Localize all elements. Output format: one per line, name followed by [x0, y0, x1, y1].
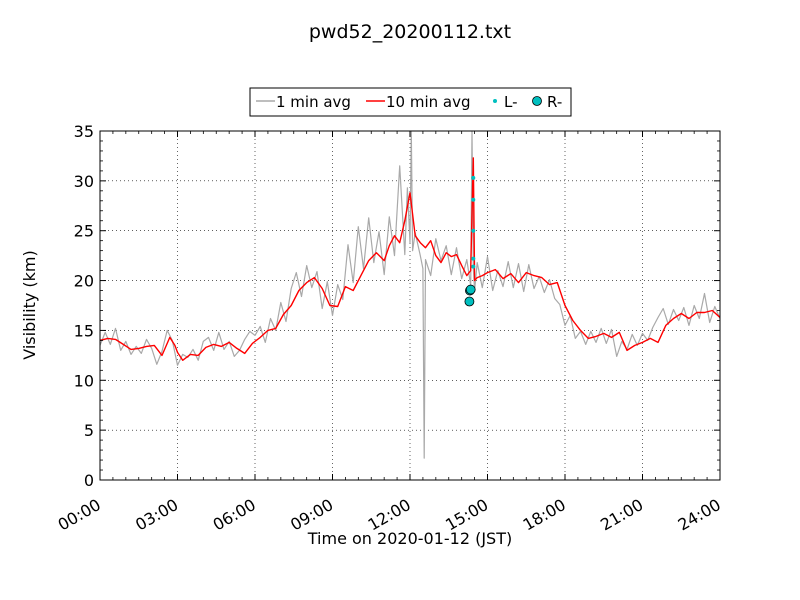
y-tick-label: 20	[74, 272, 94, 291]
legend-label-r: R-	[547, 93, 562, 111]
x-axis-label: Time on 2020-01-12 (JST)	[307, 529, 512, 548]
legend-label-l: L-	[504, 93, 518, 111]
chart-title: pwd52_20200112.txt	[309, 21, 511, 43]
x-tick-label: 03:00	[132, 495, 181, 535]
x-tick-label: 24:00	[675, 495, 724, 535]
y-tick-label: 35	[74, 122, 94, 141]
x-tick-label: 06:00	[210, 495, 259, 535]
legend: 1 min avg 10 min avg L- R-	[249, 87, 572, 117]
axis-ticks	[99, 130, 721, 481]
grid-lines	[100, 131, 720, 480]
r-point	[464, 296, 475, 307]
plot-area	[100, 131, 720, 459]
legend-label-1min: 1 min avg	[276, 93, 351, 111]
x-tick-label: 00:00	[55, 495, 104, 535]
legend-swatch-l	[493, 99, 497, 103]
y-tick-label: 5	[84, 421, 94, 440]
y-tick-label: 15	[74, 321, 94, 340]
y-tick-label: 25	[74, 222, 94, 241]
r-point	[465, 284, 476, 295]
y-axis-label: Visibility (km)	[20, 250, 39, 359]
series-line-1min-avg	[100, 131, 720, 459]
legend-swatch-r	[532, 96, 542, 106]
l-point	[471, 256, 476, 261]
x-tick-label: 18:00	[520, 495, 569, 535]
l-point	[471, 197, 476, 202]
y-tick-label: 10	[74, 371, 94, 390]
l-point	[471, 264, 476, 269]
legend-box	[249, 87, 572, 117]
y-tick-label: 0	[84, 471, 94, 490]
series-group	[100, 131, 720, 459]
y-axis-tick-labels: 0 5 10 15 20 25 30 35	[74, 122, 94, 490]
l-point	[471, 228, 476, 233]
y-tick-label: 30	[74, 172, 94, 191]
x-tick-label: 21:00	[597, 495, 646, 535]
l-point	[471, 175, 476, 180]
series-line-10min-avg	[100, 157, 720, 361]
legend-label-10min: 10 min avg	[386, 93, 471, 111]
